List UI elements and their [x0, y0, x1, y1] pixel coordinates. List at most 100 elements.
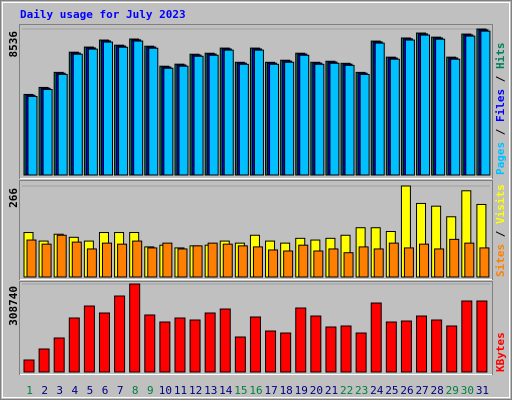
- x-tick-label: 30: [461, 384, 474, 397]
- x-tick-label: 21: [325, 384, 338, 397]
- bar: [313, 250, 324, 278]
- bar: [101, 242, 112, 278]
- bar: [234, 336, 246, 373]
- x-tick-label: 22: [340, 384, 353, 397]
- axis-label: Sites / Visits: [494, 184, 507, 277]
- bar: [114, 295, 126, 373]
- bar: [344, 64, 355, 176]
- bar: [252, 246, 263, 278]
- x-tick-label: 8: [132, 384, 139, 397]
- bar: [41, 243, 52, 278]
- bar: [174, 317, 186, 373]
- legend-entry: Files: [494, 89, 507, 122]
- bar: [476, 300, 488, 373]
- bar: [207, 242, 218, 278]
- label-separator: /: [494, 122, 507, 142]
- bar: [419, 243, 430, 278]
- chart-title: Daily usage for July 2023: [20, 8, 186, 21]
- legend-entry: Sites: [494, 244, 507, 277]
- bar: [27, 95, 38, 176]
- bar: [329, 62, 340, 176]
- bar: [431, 319, 443, 373]
- bar: [71, 241, 82, 278]
- bar: [314, 63, 325, 176]
- x-tick-label: 16: [249, 384, 262, 397]
- bar: [310, 315, 322, 373]
- bar: [385, 321, 397, 373]
- bar: [280, 332, 292, 373]
- bar: [400, 320, 412, 373]
- bar: [373, 248, 384, 278]
- x-tick-label: 23: [355, 384, 368, 397]
- y-tick-label: 266: [7, 188, 20, 208]
- bar: [72, 53, 83, 176]
- x-tick-label: 3: [56, 384, 63, 397]
- bar: [163, 67, 174, 176]
- bar: [461, 300, 473, 373]
- bar: [237, 245, 248, 278]
- bar: [159, 321, 171, 373]
- x-tick-label: 11: [174, 384, 187, 397]
- bar: [283, 250, 294, 278]
- legend-entry: KBytes: [494, 332, 507, 372]
- bar: [57, 73, 68, 176]
- bar: [249, 316, 261, 373]
- label-separator: /: [494, 224, 507, 244]
- legend-entry: Hits: [494, 43, 507, 70]
- x-tick-label: 28: [431, 384, 444, 397]
- bar: [374, 42, 385, 176]
- bar: [479, 247, 490, 278]
- x-tick-label: 26: [400, 384, 413, 397]
- bar: [204, 312, 216, 373]
- bar: [26, 239, 37, 278]
- bar: [446, 325, 458, 373]
- bar: [23, 359, 35, 373]
- bar: [265, 330, 277, 373]
- label-separator: /: [494, 69, 507, 89]
- axis-label: KBytes: [494, 332, 507, 372]
- bar: [132, 240, 143, 278]
- x-tick-label: 31: [476, 384, 489, 397]
- x-tick-label: 20: [310, 384, 323, 397]
- bar: [343, 252, 354, 278]
- x-tick-label: 6: [102, 384, 109, 397]
- bar: [68, 317, 80, 373]
- x-tick-label: 27: [415, 384, 428, 397]
- bar: [370, 302, 382, 373]
- bar: [189, 319, 201, 373]
- bar: [86, 248, 97, 278]
- bar: [56, 234, 67, 278]
- bar: [102, 41, 113, 176]
- bar: [295, 307, 307, 373]
- x-tick-label: 15: [234, 384, 247, 397]
- bar: [177, 248, 188, 278]
- bar: [83, 305, 95, 373]
- x-tick-label: 10: [159, 384, 172, 397]
- bar: [42, 88, 53, 176]
- bar: [355, 332, 367, 373]
- y-tick-label: 8536: [7, 31, 20, 58]
- bar: [147, 247, 158, 278]
- x-tick-label: 19: [295, 384, 308, 397]
- bar: [298, 244, 309, 278]
- bar: [219, 308, 231, 373]
- bar: [87, 48, 98, 176]
- x-tick-label: 25: [385, 384, 398, 397]
- bar: [144, 314, 156, 373]
- bar: [389, 58, 400, 176]
- bar: [269, 63, 280, 176]
- bar: [222, 243, 233, 278]
- bar: [178, 65, 189, 176]
- bar: [118, 46, 129, 176]
- x-tick-label: 7: [117, 384, 124, 397]
- bar: [388, 242, 399, 278]
- bar: [464, 242, 475, 278]
- bar: [480, 30, 491, 176]
- x-tick-label: 4: [72, 384, 79, 397]
- x-tick-label: 13: [204, 384, 217, 397]
- legend-entry: Visits: [494, 184, 507, 224]
- bar: [253, 49, 264, 176]
- bar: [420, 34, 431, 176]
- bar: [325, 326, 337, 373]
